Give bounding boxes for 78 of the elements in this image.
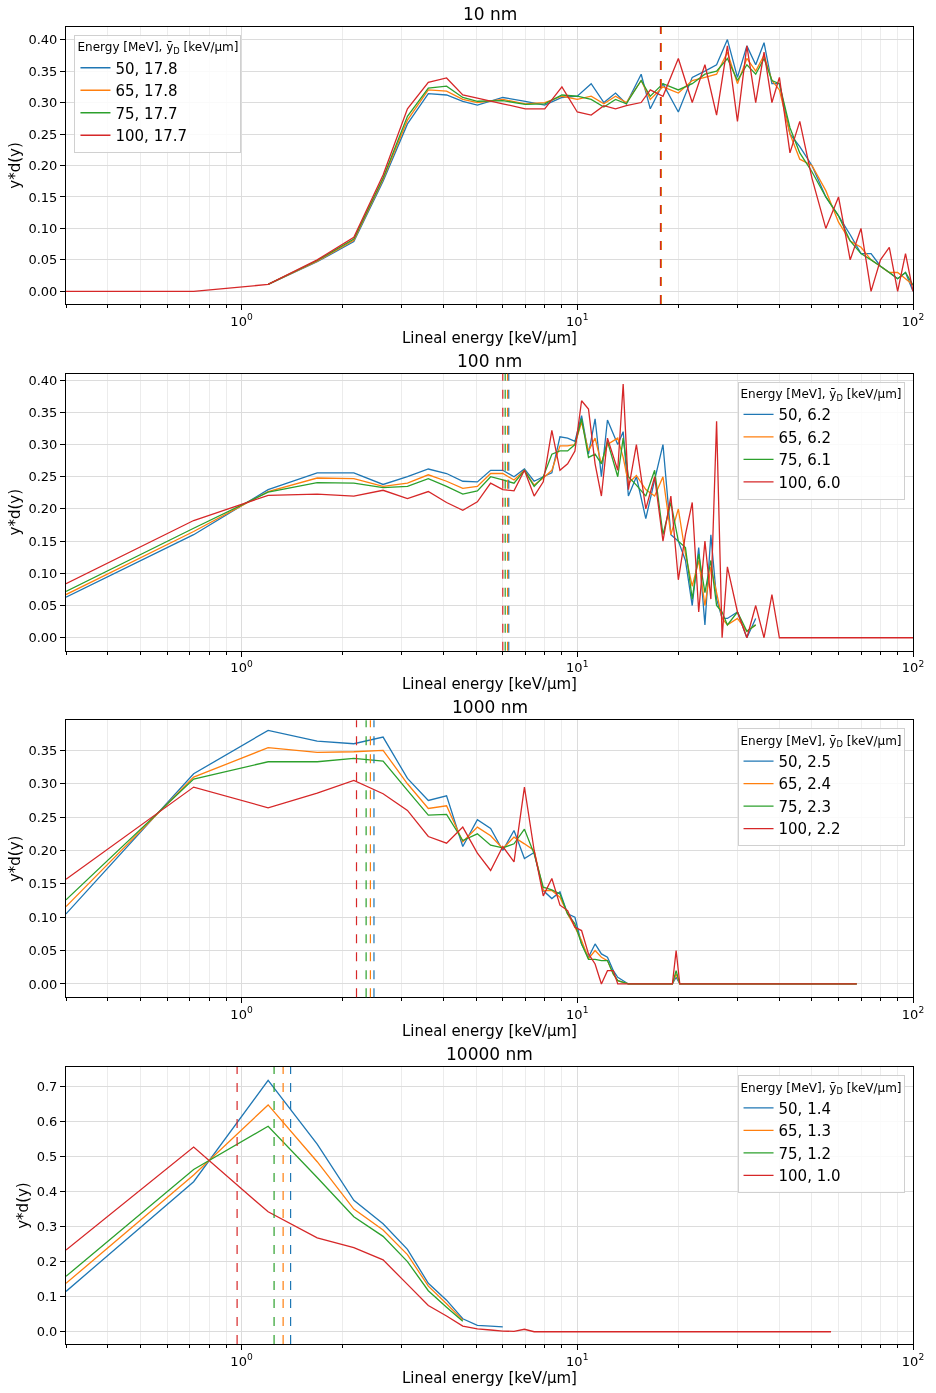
legend-label: 100, 17.7	[115, 127, 188, 146]
legend-label: 75, 6.1	[778, 451, 832, 470]
legend-label: 50, 6.2	[778, 406, 832, 425]
y-tick-label: 0.05	[28, 252, 58, 268]
y-tick-label: 0.0	[36, 1324, 58, 1340]
y-tick-label: 0.4	[36, 1184, 58, 1200]
y-tick-label: 0.25	[28, 126, 58, 142]
legend-label: 65, 17.8	[115, 82, 178, 101]
x-tick-label: 10$^{2}$	[901, 1005, 925, 1022]
y-tick-label: 0.25	[28, 469, 58, 485]
y-axis-title: y*d(y)	[13, 1182, 32, 1229]
y-tick-label: 0.15	[28, 533, 58, 549]
legend-label: 75, 1.2	[778, 1144, 832, 1163]
y-axis-title: y*d(y)	[5, 142, 24, 189]
legend-label: 50, 17.8	[115, 59, 178, 78]
legend-title: Energy [MeV], ȳ$_{D}$ [keV/µm]	[740, 733, 902, 750]
chart-title: 10 nm	[463, 4, 518, 24]
legend-label: 100, 6.0	[778, 473, 841, 492]
y-tick-label: 0.7	[36, 1078, 58, 1094]
y-tick-label: 0.40	[28, 372, 58, 388]
legend-label: 100, 1.0	[778, 1167, 841, 1186]
legend-label: 65, 1.3	[778, 1122, 832, 1141]
y-tick-label: 0.40	[28, 32, 58, 48]
y-tick-label: 0.00	[28, 630, 58, 646]
legend-label: 75, 2.3	[778, 797, 832, 816]
legend-label: 50, 1.4	[778, 1099, 832, 1118]
chart-title: 100 nm	[457, 351, 523, 371]
y-tick-label: 0.2	[36, 1254, 58, 1270]
legend-title: Energy [MeV], ȳ$_{D}$ [keV/µm]	[740, 1080, 902, 1097]
legend-title: Energy [MeV], ȳ$_{D}$ [keV/µm]	[77, 40, 239, 57]
legend-label: 50, 2.5	[778, 752, 832, 771]
y-tick-label: 0.35	[28, 63, 58, 79]
legend-label: 65, 2.4	[778, 775, 832, 794]
x-tick-label: 10$^{2}$	[901, 658, 925, 676]
x-tick-label: 10$^{1}$	[566, 1352, 589, 1369]
x-tick-label: 10$^{2}$	[901, 312, 925, 329]
y-tick-label: 0.1	[36, 1289, 58, 1305]
y-tick-label: 0.30	[28, 437, 58, 453]
y-tick-label: 0.20	[28, 158, 58, 174]
y-tick-label: 0.3	[36, 1219, 58, 1235]
legend-label: 100, 2.2	[778, 820, 841, 839]
y-tick-label: 0.10	[28, 909, 58, 925]
y-axis-title: y*d(y)	[5, 835, 24, 883]
y-tick-label: 0.10	[28, 220, 58, 236]
y-tick-label: 0.15	[28, 876, 58, 892]
y-tick-label: 0.05	[28, 943, 58, 959]
y-tick-label: 0.15	[28, 189, 58, 205]
x-tick-label: 10$^{1}$	[566, 312, 589, 329]
y-tick-label: 0.00	[28, 283, 58, 299]
y-tick-label: 0.10	[28, 565, 58, 581]
chart-title: 1000 nm	[452, 697, 529, 717]
legend-title: Energy [MeV], ȳ$_{D}$ [keV/µm]	[740, 387, 902, 403]
x-tick-label: 10$^{1}$	[566, 1005, 589, 1022]
x-tick-label: 10$^{0}$	[230, 658, 253, 676]
x-axis-title: Lineal energy [keV/µm]	[402, 1021, 577, 1040]
y-tick-label: 0.35	[28, 742, 58, 758]
x-tick-label: 10$^{1}$	[566, 658, 589, 676]
y-tick-label: 0.30	[28, 95, 58, 111]
y-tick-label: 0.5	[36, 1148, 58, 1164]
x-tick-label: 10$^{0}$	[230, 1352, 253, 1369]
y-tick-label: 0.6	[36, 1113, 58, 1129]
y-tick-label: 0.05	[28, 598, 58, 614]
y-tick-label: 0.20	[28, 843, 58, 859]
legend-label: 75, 17.7	[115, 104, 178, 123]
y-tick-label: 0.35	[28, 404, 58, 420]
chart-title: 10000 nm	[446, 1044, 533, 1064]
x-axis-title: Lineal energy [keV/µm]	[402, 1368, 577, 1387]
y-axis-title: y*d(y)	[5, 488, 24, 536]
legend-label: 65, 6.2	[778, 428, 832, 447]
y-tick-label: 0.30	[28, 776, 58, 792]
x-tick-label: 10$^{0}$	[230, 1005, 253, 1022]
x-tick-label: 10$^{0}$	[230, 312, 253, 329]
x-axis-title: Lineal energy [keV/µm]	[402, 675, 577, 694]
y-tick-label: 0.25	[28, 809, 58, 825]
x-tick-label: 10$^{2}$	[901, 1352, 925, 1369]
x-axis-title: Lineal energy [keV/µm]	[402, 328, 577, 347]
y-tick-label: 0.00	[28, 976, 58, 992]
y-tick-label: 0.20	[28, 501, 58, 517]
